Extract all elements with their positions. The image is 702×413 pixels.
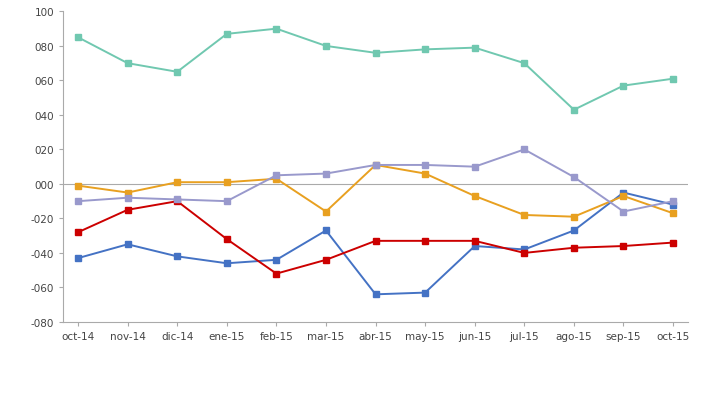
Vodafone [619, 244, 628, 249]
Yoigo [570, 175, 578, 180]
Vodafone [173, 199, 181, 204]
Line: Vodafone: Vodafone [75, 199, 676, 277]
OMV [520, 62, 529, 66]
Yoigo [272, 173, 281, 178]
Movistar [371, 292, 380, 297]
OMV [322, 44, 330, 49]
Line: OMV: OMV [75, 26, 676, 114]
Vodafone [371, 239, 380, 244]
OMV [371, 51, 380, 56]
Orange [74, 184, 82, 189]
Yoigo [669, 199, 677, 204]
Vodafone [223, 237, 231, 242]
Movistar [669, 203, 677, 208]
Vodafone [322, 258, 330, 263]
Orange [669, 211, 677, 216]
Orange [272, 177, 281, 182]
Vodafone [74, 230, 82, 235]
Vodafone [124, 208, 132, 213]
Yoigo [421, 163, 430, 168]
Vodafone [470, 239, 479, 244]
Yoigo [74, 199, 82, 204]
OMV [124, 62, 132, 66]
Vodafone [421, 239, 430, 244]
Movistar [470, 244, 479, 249]
OMV [619, 84, 628, 89]
Yoigo [470, 165, 479, 170]
Yoigo [322, 172, 330, 177]
Orange [520, 213, 529, 218]
Orange [173, 180, 181, 185]
Movistar [322, 228, 330, 233]
Movistar [520, 247, 529, 252]
Orange [470, 194, 479, 199]
Orange [570, 215, 578, 220]
Yoigo [173, 197, 181, 202]
Orange [371, 163, 380, 168]
Movistar [421, 290, 430, 295]
OMV [470, 46, 479, 51]
Vodafone [272, 271, 281, 276]
Line: Orange: Orange [75, 162, 676, 220]
Movistar [570, 228, 578, 233]
Vodafone [570, 246, 578, 251]
Vodafone [669, 240, 677, 245]
Movistar [74, 256, 82, 261]
Line: Movistar: Movistar [75, 190, 676, 298]
Yoigo [619, 209, 628, 214]
Orange [124, 191, 132, 196]
Yoigo [371, 163, 380, 168]
Yoigo [124, 196, 132, 201]
OMV [421, 48, 430, 53]
Line: Yoigo: Yoigo [75, 147, 676, 215]
Orange [322, 209, 330, 214]
Orange [421, 172, 430, 177]
Vodafone [520, 251, 529, 256]
Yoigo [520, 147, 529, 152]
OMV [570, 108, 578, 113]
Movistar [619, 191, 628, 196]
OMV [173, 70, 181, 75]
Movistar [124, 242, 132, 247]
Movistar [272, 258, 281, 263]
Yoigo [223, 199, 231, 204]
Movistar [223, 261, 231, 266]
Orange [619, 194, 628, 199]
OMV [74, 36, 82, 41]
OMV [272, 27, 281, 32]
OMV [669, 77, 677, 82]
OMV [223, 32, 231, 37]
Orange [223, 180, 231, 185]
Movistar [173, 254, 181, 259]
